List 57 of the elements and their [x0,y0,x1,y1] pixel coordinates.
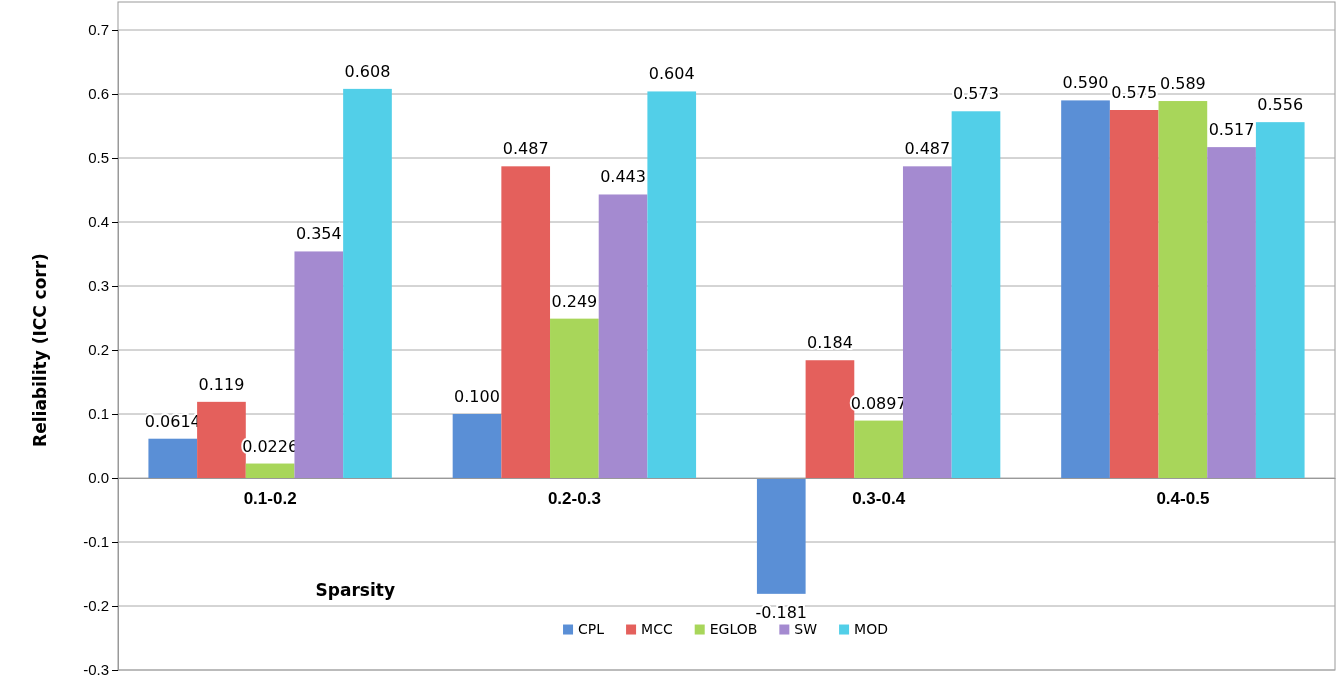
x-tick-label: 0.3-0.4 [852,489,906,509]
x-tick-label: 0.4-0.5 [1156,489,1210,509]
bar [647,91,697,478]
data-label: 0.443 [600,167,646,187]
x-tick-label: 0.2-0.3 [547,489,601,509]
y-tick-label: 0.5 [88,149,109,167]
bar [854,420,903,478]
data-label: 0.487 [904,139,951,159]
bar [343,88,392,478]
bar [951,111,1001,478]
data-label: 0.487 [502,139,549,159]
x-tick-label: 0.1-0.2 [243,489,297,509]
y-tick-label: 0.6 [88,85,109,103]
bar [550,318,599,478]
bar [148,438,198,478]
y-tick-label: 0.2 [88,341,109,359]
y-tick-label: 0.0 [88,469,109,487]
data-label: 0.100 [454,387,500,406]
bar [294,251,344,478]
legend-label: MOD [854,620,888,637]
y-tick-label: 0.3 [88,277,109,295]
bar [452,414,502,478]
data-label: 0.119 [198,374,245,394]
data-label: 0.517 [1208,120,1255,140]
y-tick-label: 0.7 [88,21,109,39]
data-label: 0.589 [1159,74,1206,94]
x-axis-title: Sparsity [315,580,396,601]
data-label: 0.556 [1257,95,1304,115]
legend-label: CPL [578,620,605,637]
bar [1061,100,1110,478]
bar [598,194,648,478]
bar [1158,101,1208,478]
data-label: -0.181 [755,602,808,622]
data-label: 0.604 [648,64,695,84]
data-label: 0.590 [1062,73,1109,93]
legend-label: EGLOB [709,620,758,637]
data-label: 0.249 [551,291,598,311]
data-label: 0.575 [1111,83,1158,102]
bar [1255,122,1305,478]
y-tick-label: 0.1 [88,405,109,423]
y-tick-label: -0.1 [83,533,109,551]
y-tick-label: 0.4 [88,213,109,231]
bar [1109,110,1159,478]
bar [1207,147,1256,478]
y-tick-label: -0.3 [83,661,109,679]
bar [501,166,551,478]
data-label: 0.573 [953,84,999,104]
data-label: 0.354 [295,224,342,244]
legend-label: SW [794,620,818,637]
y-axis-title: Reliability (ICC corr) [30,253,50,447]
bar [902,166,952,478]
legend-label: MCC [641,620,673,637]
y-tick-label: -0.2 [83,597,109,615]
data-label: 0.608 [344,61,391,81]
bar [756,478,806,594]
data-label: 0.184 [807,333,853,353]
bar [245,463,295,478]
